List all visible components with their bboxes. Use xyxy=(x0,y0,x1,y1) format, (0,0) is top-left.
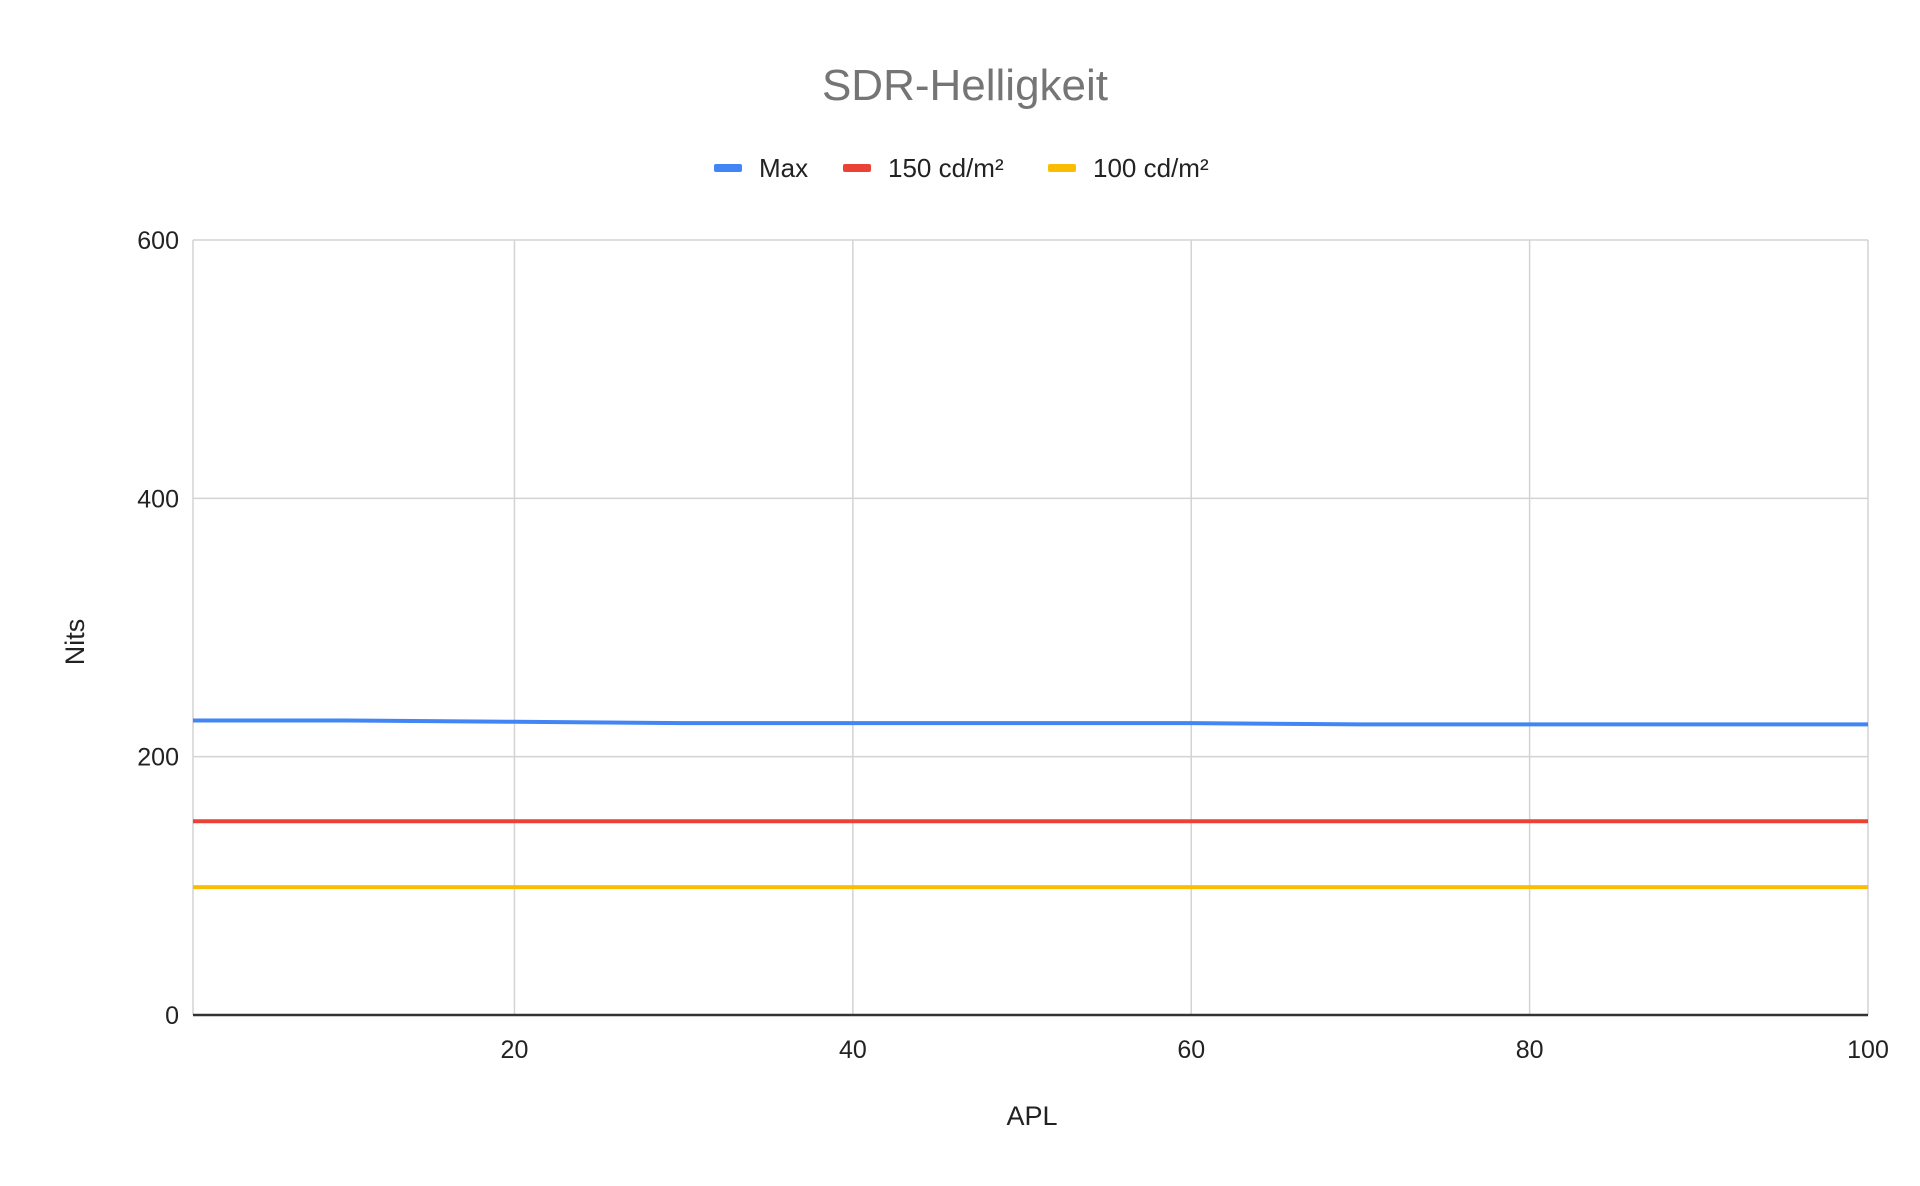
x-tick-label-100: 100 xyxy=(1847,1036,1889,1064)
legend-label-150-cd-m2: 150 cd/m² xyxy=(888,153,1004,183)
x-tick-label-40: 40 xyxy=(839,1036,867,1064)
x-axis-label: APL xyxy=(1006,1101,1057,1131)
legend-item-max[interactable]: Max xyxy=(714,153,808,183)
chart-title: SDR-Helligkeit xyxy=(822,61,1108,110)
plot-area: 20 40 60 80 100 0 200 400 600 xyxy=(137,227,1889,1064)
x-tick-label-80: 80 xyxy=(1516,1036,1544,1064)
series-line-0[interactable] xyxy=(193,718,1868,727)
legend-label-100-cd-m2: 100 cd/m² xyxy=(1093,153,1209,183)
legend-swatch-150-cd-m2 xyxy=(843,164,871,172)
series-lines xyxy=(193,718,1868,890)
legend-item-150-cd-m2[interactable]: 150 cd/m² xyxy=(843,153,1004,183)
y-tick-label-600: 600 xyxy=(137,227,179,255)
legend-item-100-cd-m2[interactable]: 100 cd/m² xyxy=(1048,153,1209,183)
legend: Max 150 cd/m² 100 cd/m² xyxy=(714,153,1209,183)
y-tick-label-200: 200 xyxy=(137,744,179,772)
x-tick-label-60: 60 xyxy=(1177,1036,1205,1064)
legend-swatch-100-cd-m2 xyxy=(1048,164,1076,172)
y-tick-label-400: 400 xyxy=(137,485,179,513)
x-tick-label-20: 20 xyxy=(501,1036,529,1064)
y-tick-label-0: 0 xyxy=(165,1002,179,1030)
legend-swatch-max xyxy=(714,164,742,172)
legend-label-max: Max xyxy=(759,153,808,183)
y-axis-ticks: 0 200 400 600 xyxy=(137,227,179,1030)
gridlines xyxy=(192,239,1869,1015)
x-axis-ticks: 20 40 60 80 100 xyxy=(501,1036,1889,1064)
y-axis-label: Nits xyxy=(60,619,90,666)
